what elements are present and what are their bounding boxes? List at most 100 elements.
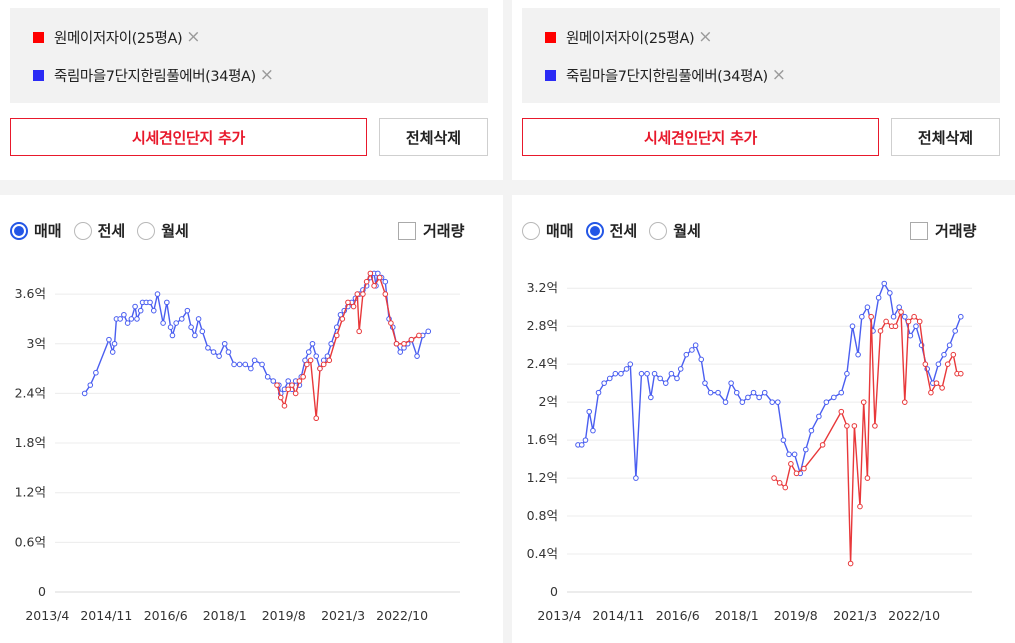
data-point: [793, 470, 800, 477]
data-point: [231, 361, 237, 368]
data-point: [627, 361, 634, 367]
red-swatch: [33, 31, 44, 43]
radio-sale[interactable]: 매매: [10, 220, 62, 241]
legend-item: 죽림마을7단지한림풀에버(34평A) ×: [33, 65, 274, 85]
data-point: [808, 427, 815, 434]
data-point: [898, 309, 904, 315]
data-point: [195, 316, 202, 322]
checkbox[interactable]: [910, 221, 928, 240]
add-complex-button[interactable]: 시세견인단지 추가: [522, 118, 879, 156]
data-point: [864, 304, 871, 311]
data-point: [578, 442, 585, 448]
close-icon[interactable]: ×: [186, 26, 201, 47]
data-point: [801, 465, 807, 472]
data-point: [210, 349, 217, 355]
delete-all-button[interactable]: 전체삭제: [891, 118, 1000, 156]
data-point: [259, 361, 265, 368]
data-point: [849, 323, 856, 330]
data-point: [816, 413, 822, 420]
data-point: [668, 370, 675, 377]
radio-jeonse[interactable]: 전세: [585, 220, 637, 241]
radio-jeonse[interactable]: 전세: [73, 220, 126, 241]
data-point: [408, 336, 415, 343]
data-point: [416, 332, 422, 339]
legend-label: 죽림마을7단지한림풀에버(34평A): [54, 68, 256, 85]
radio-monthly[interactable]: 월세: [649, 220, 701, 241]
volume-toggle[interactable]: 거래량: [910, 220, 976, 241]
data-point: [935, 361, 942, 367]
radio-monthly[interactable]: 월세: [137, 220, 189, 241]
delete-all-button[interactable]: 전체삭제: [379, 118, 488, 156]
data-point: [606, 375, 613, 382]
radio-label: 전세: [97, 222, 126, 240]
y-tick-label: 2.4억: [527, 356, 558, 371]
data-point: [382, 291, 389, 297]
data-point: [761, 389, 768, 396]
y-tick-label: 0: [38, 584, 46, 599]
radio-icon[interactable]: [137, 221, 156, 240]
x-tick-label: 2018/1: [715, 608, 759, 623]
x-tick-label: 2018/1: [203, 608, 247, 623]
radio-icon[interactable]: [522, 221, 540, 240]
data-point: [173, 320, 179, 326]
data-point: [339, 316, 346, 322]
data-point: [225, 349, 232, 355]
data-point: [595, 389, 602, 396]
data-point: [270, 378, 277, 384]
add-complex-button[interactable]: 시세견인단지 추가: [10, 118, 367, 156]
legend-label: 원메이저자이(25평A): [54, 30, 183, 47]
data-point: [623, 366, 630, 372]
data-point: [304, 361, 310, 368]
data-point: [124, 320, 131, 326]
data-point: [674, 375, 680, 382]
radio-icon[interactable]: [585, 221, 604, 240]
data-point: [776, 480, 783, 486]
data-point: [733, 389, 740, 396]
y-tick-label: 2.8억: [527, 318, 558, 333]
x-tick-label: 2013/4: [537, 608, 581, 623]
data-point: [707, 389, 714, 396]
data-point: [946, 342, 953, 348]
radio-sale[interactable]: 매매: [522, 220, 574, 241]
data-point: [388, 320, 394, 326]
data-point: [916, 318, 923, 325]
volume-label: 거래량: [423, 222, 465, 240]
legend-label: 원메이저자이(25평A): [566, 30, 695, 47]
panel-right: 원메이저자이(25평A) × 죽림마을7단지한림풀에버(34평A) × 시세견인…: [512, 0, 1015, 643]
radio-icon[interactable]: [10, 221, 28, 240]
series-line: [773, 311, 961, 564]
data-point: [367, 270, 374, 277]
data-point: [150, 307, 157, 314]
data-point: [393, 340, 400, 347]
red-swatch: [545, 31, 556, 43]
y-tick-label: 0: [550, 584, 558, 599]
data-point: [933, 380, 940, 386]
series-line: [84, 271, 429, 395]
close-icon[interactable]: ×: [771, 64, 786, 85]
data-point: [317, 365, 323, 372]
data-point: [184, 307, 191, 314]
close-icon[interactable]: ×: [698, 26, 713, 47]
data-point: [296, 378, 303, 384]
data-point: [147, 299, 153, 306]
data-point: [106, 336, 112, 343]
data-point: [121, 311, 127, 318]
data-point: [662, 380, 669, 386]
data-point: [928, 389, 934, 396]
data-point: [838, 389, 845, 396]
data-point: [414, 353, 420, 359]
data-point: [128, 316, 135, 322]
radio-icon[interactable]: [649, 221, 668, 240]
data-point: [823, 399, 830, 405]
data-point: [892, 323, 899, 330]
radio-label: 월세: [161, 222, 189, 240]
volume-toggle[interactable]: 거래량: [398, 220, 464, 241]
data-point: [844, 370, 850, 377]
checkbox[interactable]: [398, 221, 416, 240]
data-point: [860, 399, 867, 405]
radio-icon[interactable]: [73, 221, 92, 240]
y-tick-label: 0.6억: [15, 534, 46, 549]
data-point: [371, 283, 377, 289]
data-point: [313, 415, 320, 422]
close-icon[interactable]: ×: [259, 64, 274, 85]
